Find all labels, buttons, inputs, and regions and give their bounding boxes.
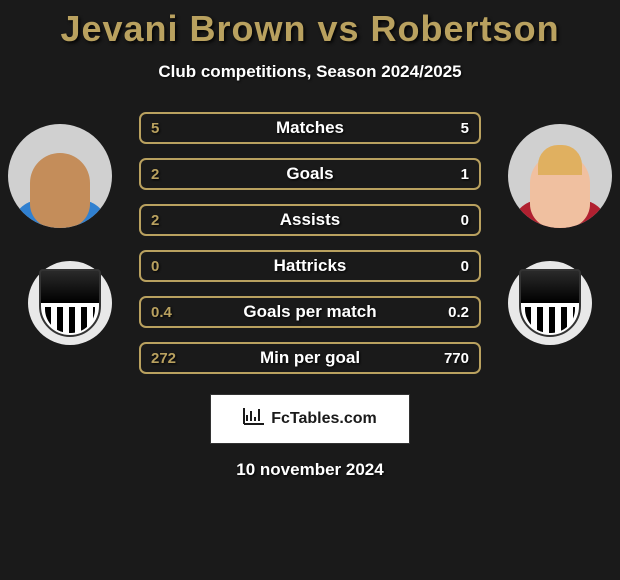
stats-column: 5 Matches 5 2 Goals 1 2 Assists 0 0 Hatt…: [139, 112, 481, 374]
source-badge: FcTables.com: [210, 394, 410, 444]
stat-left-value: 2: [151, 212, 159, 229]
stat-right-value: 1: [461, 166, 469, 183]
stat-left-value: 5: [151, 120, 159, 137]
stat-label: Hattricks: [274, 256, 347, 276]
infographic-container: Jevani Brown vs Robertson Club competiti…: [0, 0, 620, 580]
stat-right-value: 0: [461, 258, 469, 275]
stat-row-gpm: 0.4 Goals per match 0.2: [139, 296, 481, 328]
stat-left-value: 0: [151, 258, 159, 275]
stat-row-hattricks: 0 Hattricks 0: [139, 250, 481, 282]
stat-left-value: 272: [151, 350, 176, 367]
stat-label: Goals: [286, 164, 333, 184]
stat-label: Goals per match: [243, 302, 376, 322]
subtitle: Club competitions, Season 2024/2025: [0, 62, 620, 82]
stat-left-value: 2: [151, 166, 159, 183]
stat-label: Assists: [280, 210, 340, 230]
date-text: 10 november 2024: [0, 460, 620, 480]
stat-right-value: 0.2: [448, 304, 469, 321]
comparison-title: Jevani Brown vs Robertson: [0, 8, 620, 50]
stat-label: Matches: [276, 118, 344, 138]
stat-row-mpg: 272 Min per goal 770: [139, 342, 481, 374]
source-text: FcTables.com: [271, 410, 377, 428]
stats-area: 5 Matches 5 2 Goals 1 2 Assists 0 0 Hatt…: [0, 112, 620, 374]
stat-left-value: 0.4: [151, 304, 172, 321]
stat-label: Min per goal: [260, 348, 360, 368]
stat-right-value: 5: [461, 120, 469, 137]
stat-row-goals: 2 Goals 1: [139, 158, 481, 190]
stat-right-value: 0: [461, 212, 469, 229]
stat-right-value: 770: [444, 350, 469, 367]
stat-row-matches: 5 Matches 5: [139, 112, 481, 144]
chart-icon: [243, 407, 265, 431]
stat-row-assists: 2 Assists 0: [139, 204, 481, 236]
